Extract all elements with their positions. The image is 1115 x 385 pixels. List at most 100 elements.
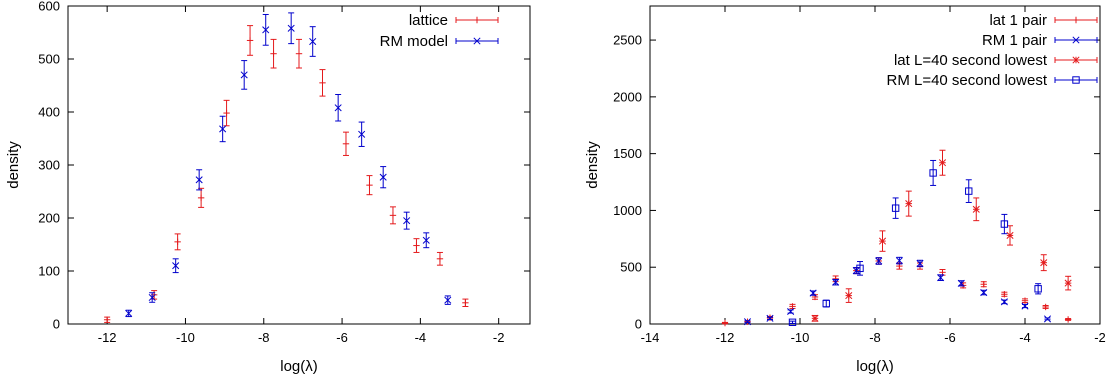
data-point (444, 296, 452, 304)
data-point (197, 194, 205, 202)
data-point (852, 267, 860, 275)
data-point (1006, 231, 1014, 239)
data-point (270, 50, 277, 57)
series-lat-l-40-second-lowest (811, 149, 1072, 322)
legend-label: lat 1 pair (989, 12, 1047, 29)
x-tick-label: -2 (493, 330, 505, 345)
legend-label: RM model (380, 33, 448, 50)
data-point (1064, 316, 1072, 323)
x-axis-label: log(λ) (856, 358, 894, 375)
error-bar (857, 261, 863, 276)
data-point (788, 318, 797, 326)
legend-item: lattice (409, 12, 499, 29)
data-point (1064, 279, 1072, 287)
data-point (1000, 298, 1008, 306)
y-tick-label: 2000 (613, 89, 642, 104)
error-bar (930, 159, 937, 186)
y-tick-label: 0 (635, 317, 642, 332)
data-point (721, 319, 729, 327)
data-point (413, 242, 420, 249)
data-point (965, 187, 973, 195)
data-point (878, 237, 887, 245)
data-point (366, 181, 373, 189)
data-point (319, 79, 326, 87)
data-point (262, 26, 270, 34)
data-point (972, 205, 980, 213)
data-point (436, 255, 444, 263)
data-point (929, 169, 937, 177)
data-point (832, 278, 840, 286)
error-bar (1001, 213, 1008, 235)
legend-item: RM L=40 second lowest (886, 72, 1098, 89)
data-point (1034, 285, 1042, 293)
data-point (309, 37, 317, 46)
legend-item: lat L=40 second lowest (894, 52, 1098, 69)
data-point (905, 200, 913, 208)
x-tick-label: -4 (415, 330, 427, 345)
error-bar (789, 320, 796, 324)
x-tick-label: -10 (791, 330, 810, 345)
legend-item: RM model (380, 33, 499, 50)
data-point (1000, 220, 1009, 228)
data-point (240, 71, 248, 79)
x-axis-label: log(λ) (280, 358, 318, 375)
x-tick-label: -6 (944, 330, 956, 345)
legend-item: RM 1 pair (982, 32, 1098, 49)
data-point (334, 104, 342, 112)
x-tick-label: -14 (641, 330, 660, 345)
data-point (219, 125, 227, 133)
data-point (1040, 259, 1048, 267)
y-axis-label: density (584, 141, 601, 189)
data-point (787, 307, 795, 316)
data-point (422, 236, 430, 244)
data-point (342, 140, 350, 147)
data-point (811, 314, 819, 322)
legend-marker (1072, 16, 1080, 24)
data-point (287, 24, 295, 32)
data-point (809, 289, 817, 297)
data-point (1021, 302, 1029, 310)
error-bar (965, 179, 972, 203)
y-tick-label: 0 (53, 317, 60, 332)
y-axis-label: density (5, 141, 22, 189)
data-point (1001, 291, 1008, 298)
y-tick-label: 1500 (613, 146, 642, 161)
data-point (1043, 315, 1052, 323)
x-tick-label: -2 (1094, 330, 1106, 345)
data-point (295, 50, 303, 57)
y-tick-label: 500 (620, 260, 642, 275)
data-point (103, 316, 111, 323)
data-point (389, 212, 397, 219)
legend-marker (1072, 76, 1080, 84)
series-rm-model (125, 12, 452, 318)
data-point (403, 217, 411, 225)
left-density-chart: -12 -10 -8 -6 -4 -2 0 100 200 300 400 500 600 log(λ) d… (5, 0, 531, 375)
data-point (172, 262, 180, 270)
series-rm-1-pair (743, 256, 1052, 326)
data-point (980, 281, 987, 288)
y-tick-label: 600 (38, 0, 60, 14)
x-tick-label: -6 (336, 330, 348, 345)
data-point (789, 303, 796, 310)
data-point (856, 264, 864, 273)
y-tick-label: 1000 (613, 203, 642, 218)
legend-marker (1072, 56, 1080, 64)
y-tick-label: 400 (38, 105, 60, 120)
y-tick-label: 500 (38, 52, 60, 67)
data-point (246, 37, 254, 44)
error-bar (823, 299, 830, 308)
data-point (195, 176, 203, 184)
y-tick-label: 2500 (613, 33, 642, 48)
right-density-chart: -14 -12 -10 -8 -6 -4 -2 0 500 1000 1500 2000 2500 log… (584, 5, 1106, 375)
legend-marker (1072, 36, 1080, 44)
x-tick-label: -12 (98, 330, 117, 345)
y-tick-label: 200 (38, 211, 60, 226)
data-point (938, 159, 947, 167)
x-tick-label: -4 (1019, 330, 1031, 345)
legend-label: lat L=40 second lowest (894, 52, 1048, 69)
data-point (125, 309, 133, 317)
data-point (174, 238, 181, 246)
data-point (766, 314, 774, 322)
legend-item: lat 1 pair (989, 12, 1098, 29)
data-point (1021, 297, 1029, 304)
